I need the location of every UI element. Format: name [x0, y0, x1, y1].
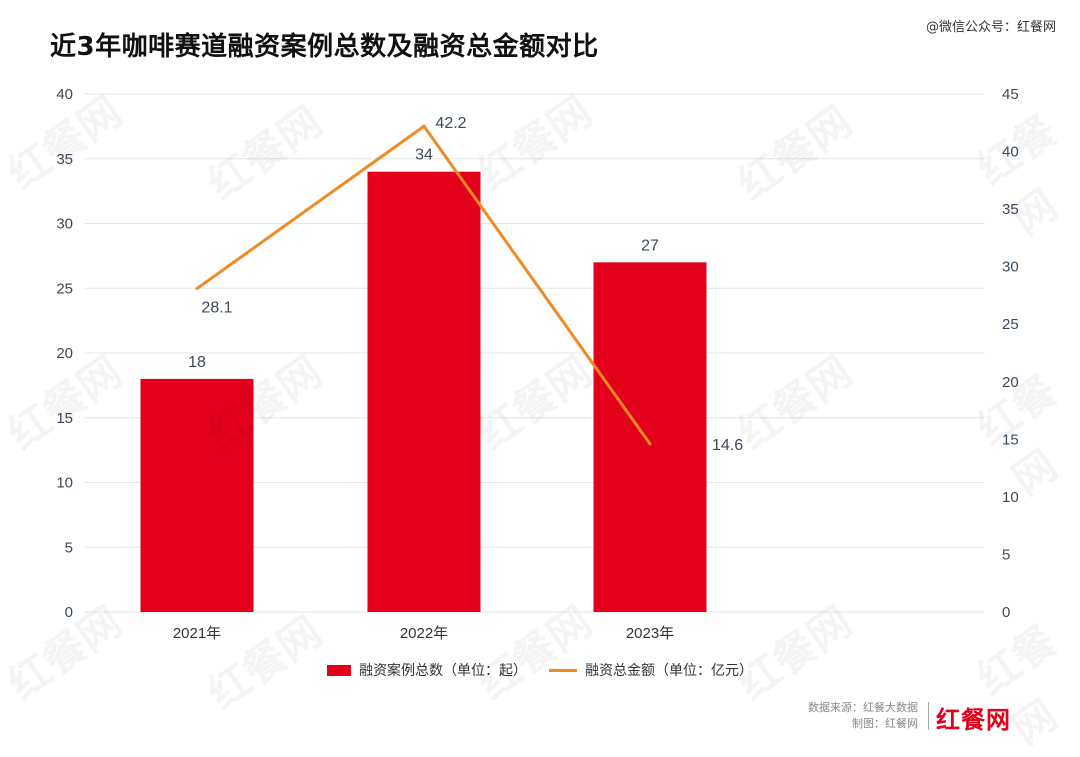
x-tick-label: 2022年 [400, 625, 448, 642]
y-right-tick-label: 25 [1002, 316, 1019, 333]
line-value-label: 28.1 [201, 300, 232, 317]
y-left-tick-label: 30 [56, 216, 73, 233]
y-right-tick-label: 0 [1002, 604, 1010, 621]
line-point [195, 287, 199, 291]
line-point [648, 442, 652, 446]
made-by-note: 制图：红餐网 [852, 717, 918, 730]
line-value-label: 42.2 [435, 115, 466, 132]
bar [367, 171, 481, 612]
y-left-tick-label: 5 [65, 539, 73, 556]
legend-line-swatch [549, 668, 577, 672]
legend-label-cases: 融资案例总数（单位：起） [359, 663, 527, 679]
bar [593, 262, 707, 612]
bar-value-label: 34 [415, 147, 433, 164]
line-value-label: 14.6 [712, 437, 743, 454]
chart-title: 近3年咖啡赛道融资案例总数及融资总金额对比 [50, 32, 599, 62]
y-right-tick-label: 10 [1002, 489, 1019, 506]
footer-notes: 数据来源：红餐大数据 制图：红餐网 [808, 700, 918, 732]
y-left-tick-label: 40 [56, 86, 73, 103]
y-right-tick-label: 5 [1002, 546, 1010, 563]
y-left-tick-label: 15 [56, 410, 73, 427]
y-left-tick-label: 0 [65, 604, 73, 621]
y-right-tick-label: 40 [1002, 144, 1019, 161]
y-left-tick-label: 35 [56, 151, 73, 168]
x-tick-label: 2021年 [173, 625, 221, 642]
bar [140, 378, 254, 612]
footer-divider [928, 702, 929, 730]
y-right-tick-label: 35 [1002, 201, 1019, 218]
legend: 融资案例总数（单位：起） 融资总金额（单位：亿元） [0, 660, 1080, 680]
legend-bar-swatch [327, 664, 351, 676]
y-left-tick-label: 10 [56, 475, 73, 492]
legend-item-cases: 融资案例总数（单位：起） [327, 660, 527, 680]
y-left-tick-label: 20 [56, 345, 73, 362]
y-right-tick-label: 20 [1002, 374, 1019, 391]
data-source-note: 数据来源：红餐大数据 [808, 701, 918, 714]
legend-item-amount: 融资总金额（单位：亿元） [549, 660, 753, 680]
line-point [422, 124, 426, 128]
y-left-tick-label: 25 [56, 280, 73, 297]
y-right-tick-label: 15 [1002, 431, 1019, 448]
bar-value-label: 27 [641, 237, 659, 254]
y-right-tick-label: 45 [1002, 86, 1019, 103]
y-right-tick-label: 30 [1002, 259, 1019, 276]
x-tick-label: 2023年 [626, 625, 674, 642]
brand-logo: 红餐网 [936, 706, 1011, 734]
bar-value-label: 18 [188, 354, 206, 371]
legend-label-amount: 融资总金额（单位：亿元） [585, 663, 753, 679]
source-tag: @微信公众号：红餐网 [925, 20, 1056, 35]
